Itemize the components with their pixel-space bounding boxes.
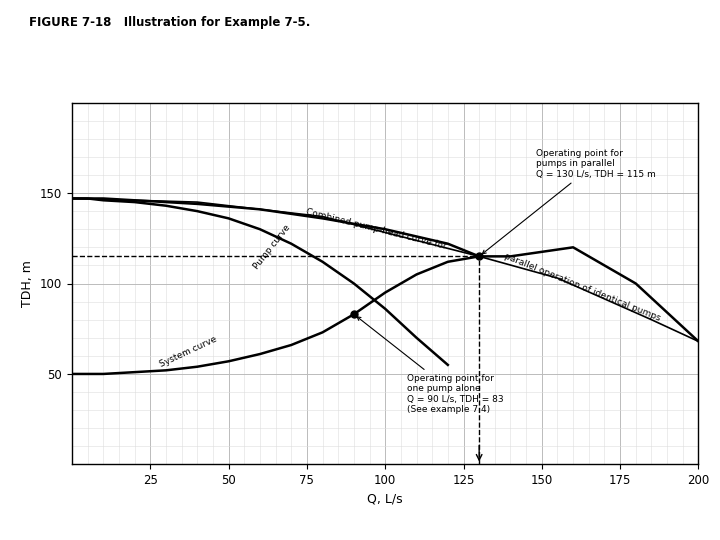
Text: System curve: System curve [158,335,218,369]
Text: Combined pump-head curve for: Combined pump-head curve for [305,207,447,251]
Y-axis label: TDH, m: TDH, m [22,260,35,307]
Text: PEARSON: PEARSON [600,511,709,529]
Text: ALWAYS LEARNING: ALWAYS LEARNING [4,513,174,526]
Text: Pump curve: Pump curve [252,224,292,271]
Text: parallel operation of identical pumps: parallel operation of identical pumps [503,252,662,323]
Text: Copyright © 2015 by Pearson Education, Inc: Copyright © 2015 by Pearson Education, I… [432,507,603,515]
Text: All Rights Reserved: All Rights Reserved [432,524,506,533]
Text: Jerry A. Nathanson | Richard A. Schneider: Jerry A. Nathanson | Richard A. Schneide… [194,524,354,533]
Text: Basic Environmental Technology, Sixth Edition: Basic Environmental Technology, Sixth Ed… [194,507,372,515]
X-axis label: Q, L/s: Q, L/s [367,492,403,505]
Text: Operating point for
one pump alone
Q = 90 L/s, TDH = 83
(See example 7.4): Operating point for one pump alone Q = 9… [357,317,504,414]
Text: FIGURE 7-18   Illustration for Example 7-5.: FIGURE 7-18 Illustration for Example 7-5… [29,16,310,29]
Text: Operating point for
pumps in parallel
Q = 130 L/s, TDH = 115 m: Operating point for pumps in parallel Q … [482,149,655,254]
